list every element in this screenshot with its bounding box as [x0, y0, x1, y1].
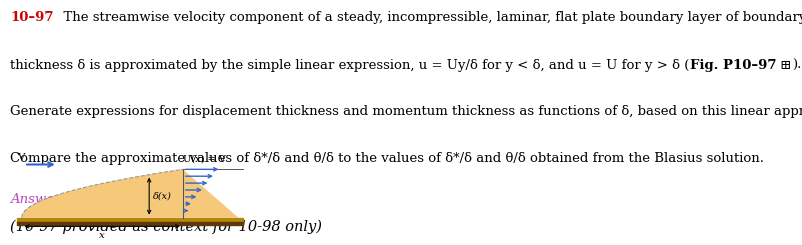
Polygon shape	[22, 169, 183, 218]
Text: 10–97: 10–97	[10, 11, 54, 24]
Text: Generate expressions for displacement thickness and momentum thickness as functi: Generate expressions for displacement th…	[10, 105, 802, 118]
Text: (10-97 provided as context for 10-98 only): (10-97 provided as context for 10-98 onl…	[10, 220, 322, 234]
Text: U(x) = V: U(x) = V	[183, 155, 225, 164]
Polygon shape	[183, 169, 238, 218]
Text: V: V	[17, 153, 24, 162]
Text: thickness δ is approximated by the simple linear expression, u = Uy/δ for y < δ,: thickness δ is approximated by the simpl…	[10, 59, 690, 72]
Text: Answers: 0.500, 0.167: Answers: 0.500, 0.167	[10, 192, 160, 205]
Text: δ(x): δ(x)	[152, 192, 172, 201]
Text: Fig. P10–97: Fig. P10–97	[690, 59, 776, 72]
Text: x: x	[99, 231, 105, 240]
Text: The streamwise velocity component of a steady, incompressible, laminar, flat pla: The streamwise velocity component of a s…	[55, 11, 802, 24]
Text: Compare the approximate values of δ*/δ and θ/δ to the values of δ*/δ and θ/δ obt: Compare the approximate values of δ*/δ a…	[10, 152, 764, 165]
Text: ⊞: ⊞	[776, 59, 792, 72]
Text: ).: ).	[792, 59, 801, 72]
